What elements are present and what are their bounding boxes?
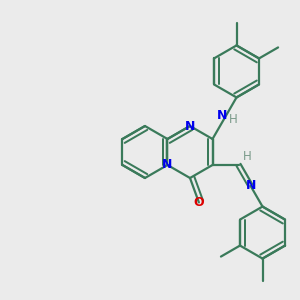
Text: N: N: [246, 179, 257, 192]
Text: H: H: [229, 113, 238, 126]
Text: O: O: [194, 196, 204, 209]
Text: N: N: [185, 119, 195, 133]
Text: N: N: [217, 109, 228, 122]
Text: H: H: [243, 151, 252, 164]
Text: N: N: [162, 158, 173, 172]
